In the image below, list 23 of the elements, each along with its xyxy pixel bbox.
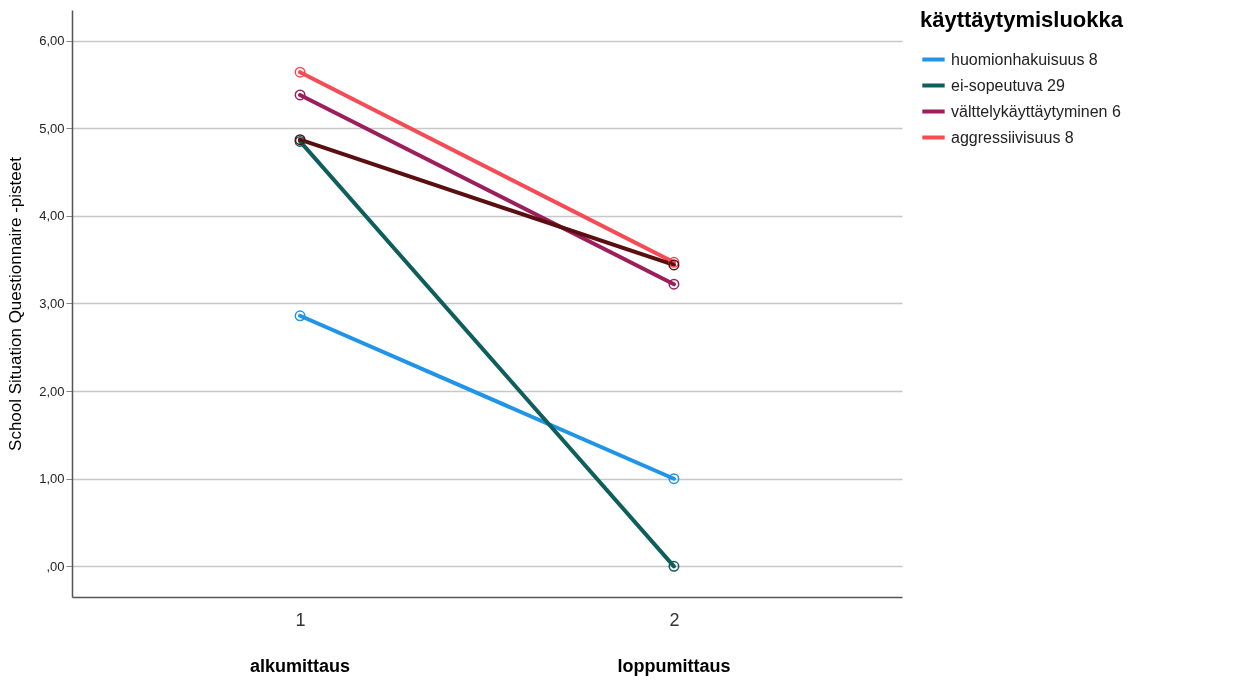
- y-tick-label: 2,00: [39, 383, 65, 399]
- y-tick-label: 3,00: [39, 296, 65, 311]
- point: [294, 89, 306, 101]
- y-tick-label: 1,00: [39, 471, 65, 487]
- x-tick-label: 2: [669, 609, 680, 630]
- legend-label: ei-sopeutuva 29: [951, 76, 1065, 94]
- point: [294, 310, 306, 322]
- y-tick-label: 6,00: [39, 33, 65, 49]
- legend-label: huomionhakuisuus 8: [951, 50, 1098, 68]
- point: [294, 66, 306, 78]
- y-tick-label: 4,00: [39, 208, 65, 224]
- point: [668, 473, 680, 485]
- text: loppumittaus: [617, 656, 731, 676]
- point: [668, 560, 680, 572]
- legend-label: välttelykäyttäytyminen 6: [951, 102, 1121, 120]
- legend-label: aggressiivisuus 8: [951, 128, 1074, 146]
- y-tick-label: ,00: [46, 558, 65, 574]
- y-axis-title: School Situation Questionnaire -pisteet: [6, 156, 26, 451]
- legend-title: käyttäytymisluokka: [920, 7, 1124, 32]
- point: [668, 278, 680, 290]
- text: alkumittaus: [250, 656, 351, 676]
- x-tick-label: 1: [295, 609, 306, 630]
- y-tick-label: 5,00: [39, 120, 65, 136]
